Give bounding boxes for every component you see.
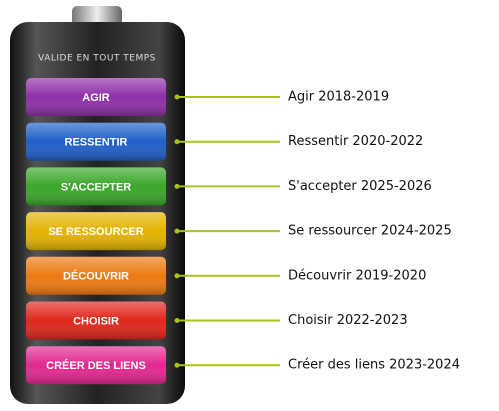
caption: Ressentir 2020-2022: [288, 134, 423, 149]
connector-dot: [175, 184, 180, 189]
caption: Se ressourcer 2024-2025: [288, 224, 452, 239]
caption: Agir 2018-2019: [288, 90, 389, 105]
connector-dot: [175, 273, 180, 278]
connector-dot: [175, 139, 180, 144]
connector-dot: [175, 318, 180, 323]
segment-label: S'ACCEPTER: [61, 181, 132, 193]
caption: Choisir 2022-2023: [288, 313, 408, 328]
caption: Créer des liens 2023-2024: [288, 358, 460, 373]
battery-label: VALIDE EN TOUT TEMPS: [38, 54, 156, 64]
segment-label: DÉCOUVRIR: [63, 270, 129, 283]
connector-dot: [175, 363, 180, 368]
caption: Découvrir 2019-2020: [288, 268, 426, 283]
segments: AGIR Agir 2018-2019 RESSENTIR Ressentir 202…: [26, 78, 460, 384]
segment-label: CHOISIR: [73, 315, 119, 327]
segment-label: SE RESSOURCER: [48, 226, 143, 238]
connector-dot: [175, 229, 180, 234]
caption: S'accepter 2025-2026: [288, 179, 432, 194]
diagram: VALIDE EN TOUT TEMPS AGIR Agir 2018-2019 R…: [0, 0, 499, 411]
segment-label: CRÉER DES LIENS: [46, 359, 146, 372]
page: VALIDE EN TOUT TEMPS AGIR Agir 2018-2019 R…: [0, 0, 499, 411]
segment-label: RESSENTIR: [65, 137, 128, 149]
connector-dot: [175, 95, 180, 100]
segment-label: AGIR: [82, 92, 110, 104]
